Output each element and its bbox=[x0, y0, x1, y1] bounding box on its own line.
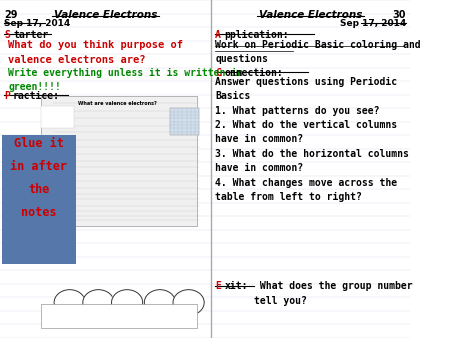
FancyBboxPatch shape bbox=[41, 106, 74, 128]
Circle shape bbox=[144, 290, 176, 315]
Circle shape bbox=[83, 290, 114, 315]
Text: Work on Periodic Basic coloring and
questions: Work on Periodic Basic coloring and ques… bbox=[215, 40, 421, 64]
Text: Answer questions using Periodic
Basics
1. What patterns do you see?
2. What do t: Answer questions using Periodic Basics 1… bbox=[215, 77, 409, 202]
Text: What do you think purpose of
valence electrons are?: What do you think purpose of valence ele… bbox=[8, 40, 183, 65]
Text: Valence Electrons: Valence Electrons bbox=[54, 10, 157, 20]
Text: pplication:: pplication: bbox=[224, 30, 289, 40]
Text: Sep 17, 2014: Sep 17, 2014 bbox=[4, 19, 70, 28]
Text: tarter: tarter bbox=[13, 30, 48, 40]
Text: C: C bbox=[215, 68, 221, 78]
Text: onnection:: onnection: bbox=[224, 68, 283, 78]
FancyBboxPatch shape bbox=[170, 108, 199, 135]
Text: ractice:: ractice: bbox=[13, 91, 60, 101]
Text: What does the group number
tell you?: What does the group number tell you? bbox=[254, 281, 413, 306]
Circle shape bbox=[112, 290, 143, 315]
FancyBboxPatch shape bbox=[2, 135, 76, 264]
Text: Sep 17, 2014: Sep 17, 2014 bbox=[340, 19, 406, 28]
Text: S: S bbox=[4, 30, 10, 40]
Text: What are valence electrons?: What are valence electrons? bbox=[78, 101, 157, 106]
Text: xit:: xit: bbox=[224, 281, 248, 291]
Text: Glue it
in after
the
notes: Glue it in after the notes bbox=[10, 137, 68, 219]
Text: Write everything unless it is written in
green!!!!: Write everything unless it is written in… bbox=[8, 68, 243, 92]
Text: 29: 29 bbox=[4, 10, 18, 20]
Text: P: P bbox=[4, 91, 10, 101]
Text: Valence Electrons: Valence Electrons bbox=[259, 10, 362, 20]
Circle shape bbox=[54, 290, 86, 315]
FancyBboxPatch shape bbox=[41, 96, 197, 226]
Circle shape bbox=[173, 290, 204, 315]
Text: 30: 30 bbox=[392, 10, 406, 20]
FancyBboxPatch shape bbox=[41, 304, 197, 328]
Text: E: E bbox=[215, 281, 221, 291]
Text: A: A bbox=[215, 30, 221, 40]
